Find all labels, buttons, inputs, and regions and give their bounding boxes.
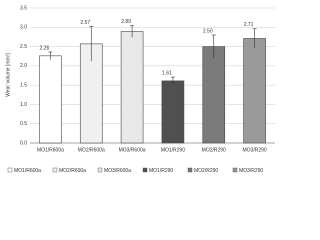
bar [39, 55, 62, 144]
x-tick-label: MO1/R600a [37, 147, 64, 153]
y-tick-label: 1.5 [20, 82, 27, 88]
y-tick-label: 2.0 [20, 63, 27, 69]
data-label: 2.57 [80, 20, 90, 26]
data-label: 2.50 [203, 28, 213, 34]
y-tick-label: 3.5 [20, 5, 27, 11]
bar [120, 31, 144, 144]
x-tick-label: MO2/R290 [202, 147, 226, 153]
data-label: 2.26 [40, 45, 50, 51]
y-axis-label: Wear volume [mm³] [5, 53, 11, 97]
x-tick-label: MO3/R290 [242, 147, 266, 153]
legend-swatch [7, 167, 13, 173]
legend-swatch [232, 167, 238, 173]
legend-label: MO3/R600a [104, 168, 131, 174]
x-tick-label: MO1/R290 [161, 147, 185, 153]
legend-swatch [187, 167, 193, 173]
y-tick-label: 0.0 [20, 140, 27, 146]
chart: Wear volume [mm³] 0.0 0.5 1.0 1.5 2.0 2.5 3.0 3… [5, 5, 275, 174]
y-tick-label: 2.5 [20, 44, 27, 50]
legend-label: MO2/R290 [194, 168, 218, 174]
data-label: 1.61 [162, 70, 172, 76]
legend-swatch [142, 167, 148, 173]
bar [243, 38, 266, 144]
legend-label: MO1/R290 [149, 168, 173, 174]
x-tick-label: MO2/R600a [78, 147, 105, 153]
legend-label: MO1/R600a [14, 168, 41, 174]
y-tick-label: 3.0 [20, 25, 27, 31]
data-label: 2.71 [244, 22, 254, 28]
y-tick-label: 0.5 [20, 121, 27, 127]
legend-label: MO2/R600a [59, 168, 86, 174]
bar [161, 80, 185, 144]
data-label: 2.89 [121, 19, 131, 25]
bar [202, 46, 226, 144]
x-tick-label: MO3/R600a [119, 147, 146, 153]
legend-swatch [52, 167, 58, 173]
legend-swatch [97, 167, 103, 173]
legend-label: MO3/R290 [239, 168, 263, 174]
y-tick-label: 1.0 [20, 102, 27, 108]
